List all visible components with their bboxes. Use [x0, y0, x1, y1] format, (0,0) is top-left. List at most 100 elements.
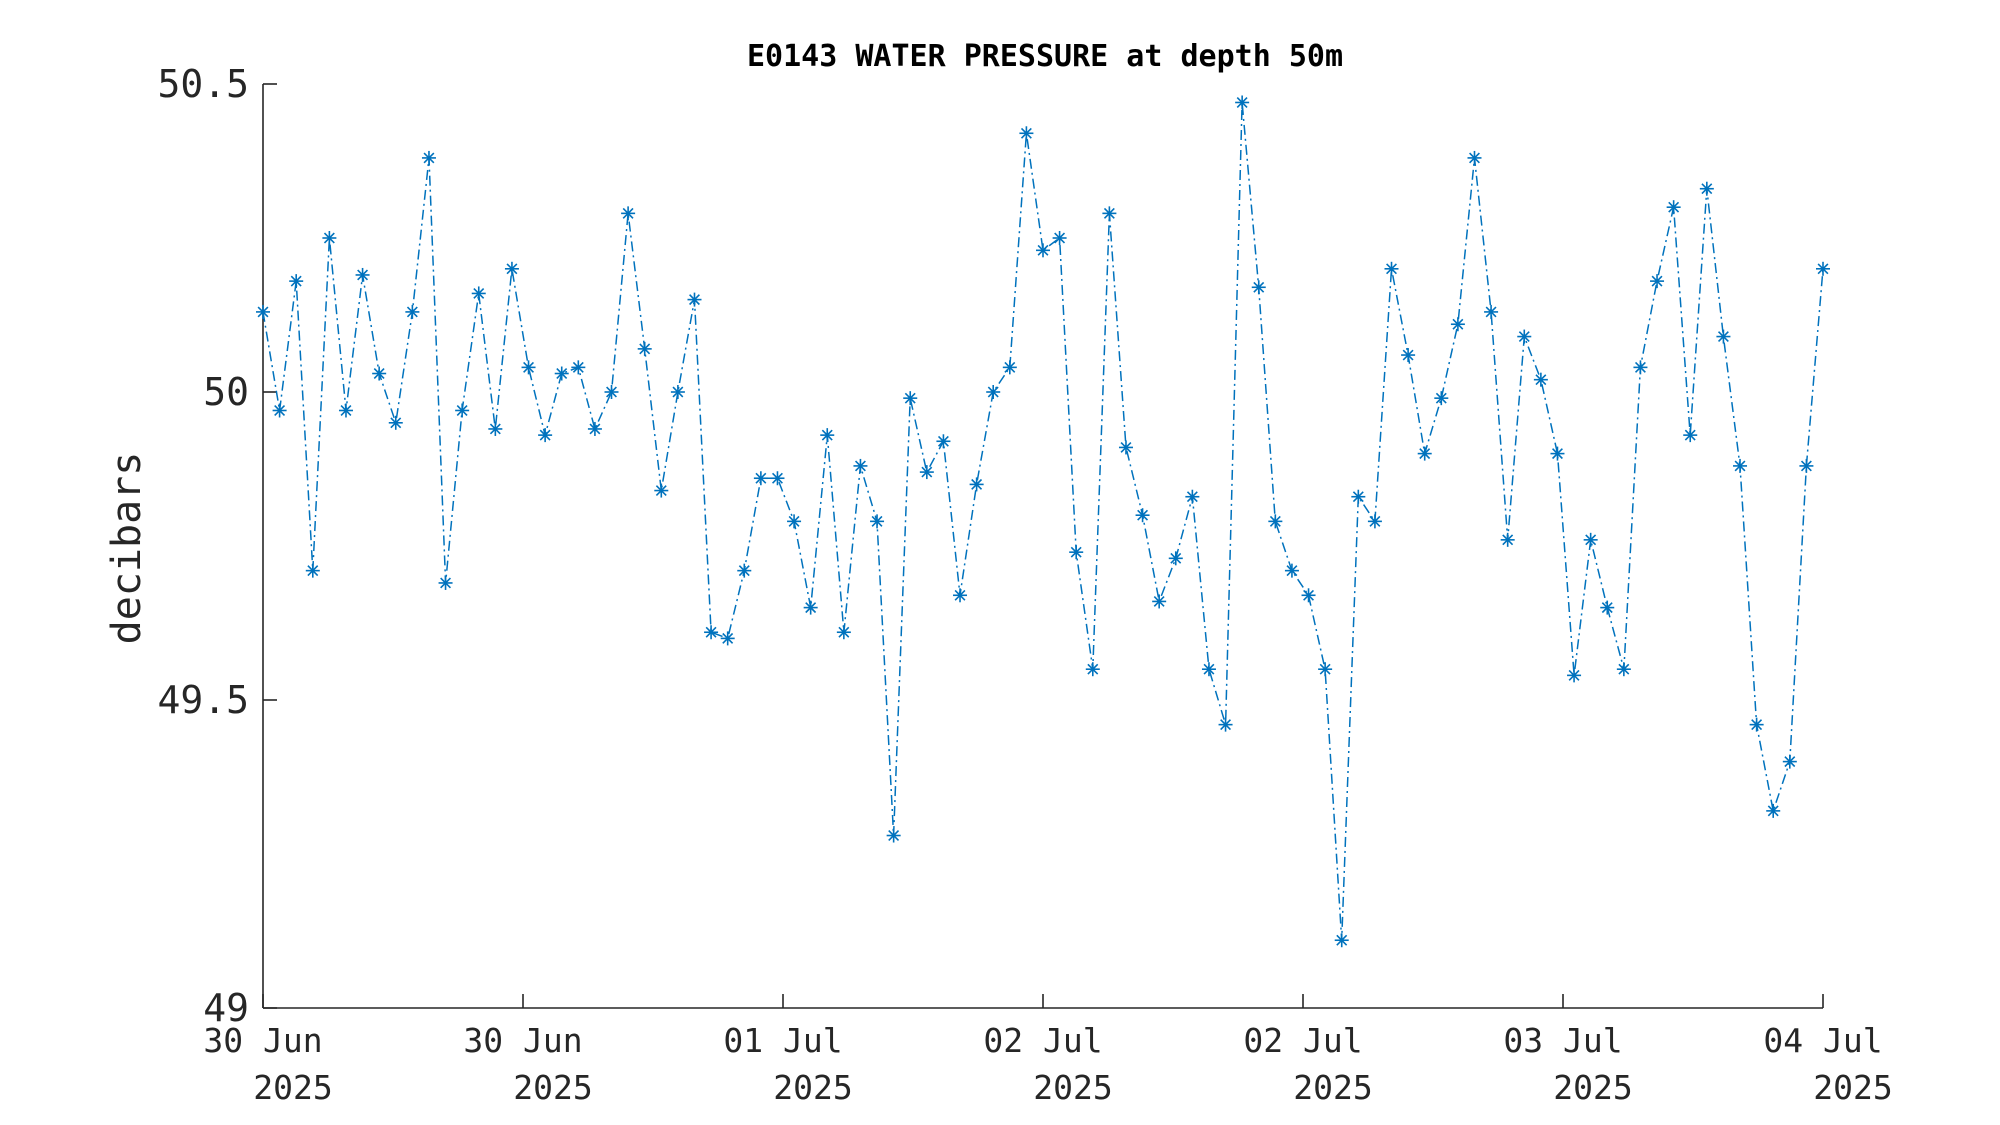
data-point [1583, 532, 1598, 547]
data-point [1799, 458, 1814, 473]
data-point [372, 366, 387, 381]
data-point [1782, 754, 1797, 769]
data-point [1467, 150, 1482, 165]
data-point [986, 385, 1001, 399]
data-point [388, 415, 403, 430]
data-point [1152, 594, 1167, 609]
data-point [1417, 446, 1432, 461]
data-point [1484, 304, 1499, 319]
data-point [289, 274, 304, 289]
data-point [1567, 668, 1582, 683]
data-point [1434, 391, 1449, 406]
data-point [455, 403, 470, 418]
data-point [1251, 280, 1266, 295]
data-point [521, 360, 536, 375]
data-point [538, 428, 553, 443]
data-point [1052, 231, 1067, 245]
data-point [338, 403, 353, 418]
x-tick-label-date: 30 Jun [203, 1021, 322, 1060]
data-point [886, 828, 901, 843]
x-tick-label-year: 2025 [253, 1068, 332, 1107]
data-point [322, 231, 337, 245]
y-axis-label: decibars [104, 452, 150, 645]
data-point [919, 465, 934, 480]
y-ticks: 49 49.5 50 50.5 [157, 62, 277, 1030]
data-point [853, 458, 868, 473]
data-point [1019, 126, 1034, 141]
data-point [1384, 261, 1399, 276]
data-point [1351, 489, 1366, 504]
data-point [936, 434, 951, 449]
data-point [1517, 329, 1532, 344]
data-point [803, 600, 818, 615]
data-point [587, 421, 602, 436]
data-point [704, 625, 719, 640]
data-point [621, 206, 636, 221]
x-tick-label-date: 01 Jul [723, 1021, 842, 1060]
x-tick-label-year: 2025 [1813, 1068, 1892, 1107]
data-point [1002, 360, 1017, 375]
data-point [969, 477, 984, 492]
data-point [1500, 532, 1515, 547]
x-tick-label-date: 30 Jun [463, 1021, 582, 1060]
data-point [1135, 508, 1150, 523]
data-point [720, 631, 735, 646]
axes [262, 84, 1823, 1009]
x-tick-label-date: 04 Jul [1763, 1021, 1882, 1060]
data-point [687, 292, 702, 307]
data-point [1600, 600, 1615, 615]
data-point [1749, 717, 1764, 732]
x-ticks: 30 Jun 2025 30 Jun 2025 01 Jul 2025 02 Jul 2025… [203, 994, 1893, 1107]
data-point [670, 385, 685, 399]
x-tick-label-date: 03 Jul [1503, 1021, 1622, 1060]
data-point [836, 625, 851, 640]
data-point [571, 360, 586, 375]
data-point [1666, 200, 1681, 215]
data-point [305, 563, 320, 578]
data-point [820, 428, 835, 443]
data-point [770, 471, 785, 486]
data-point [421, 150, 436, 165]
data-point [1284, 563, 1299, 578]
data-point [753, 471, 768, 486]
data-point [654, 483, 669, 498]
data-point [1550, 446, 1565, 461]
data-point [870, 514, 885, 529]
data-point [355, 267, 370, 282]
data-point [1816, 261, 1830, 276]
data-point [1633, 360, 1648, 375]
data-point [1069, 545, 1084, 560]
x-tick-label-date: 02 Jul [1243, 1021, 1362, 1060]
x-tick-label-year: 2025 [1033, 1068, 1112, 1107]
data-point [1699, 181, 1714, 196]
data-point [1268, 514, 1283, 529]
data-point [471, 286, 486, 301]
data-point [1334, 933, 1349, 948]
y-tick-label: 49 [203, 986, 249, 1030]
data-point [1201, 662, 1216, 677]
chart-title: E0143 WATER PRESSURE at depth 50m [747, 39, 1343, 74]
data-point [504, 261, 519, 276]
data-point [787, 514, 802, 529]
data-point [1318, 662, 1333, 677]
x-tick-label-year: 2025 [513, 1068, 592, 1107]
data-point [604, 385, 619, 399]
data-point [1450, 317, 1465, 332]
y-tick-label: 50 [203, 370, 249, 414]
data-point [272, 403, 287, 418]
data-point [1102, 206, 1117, 221]
x-tick-label-year: 2025 [773, 1068, 852, 1107]
y-tick-label: 50.5 [157, 62, 249, 106]
data-point [1085, 662, 1100, 677]
series-line [262, 102, 1824, 941]
data-point [1301, 588, 1316, 603]
data-point [1235, 95, 1250, 110]
data-point [256, 304, 270, 319]
y-tick-label: 49.5 [157, 678, 249, 722]
data-point [1401, 348, 1416, 363]
data-point [1533, 372, 1548, 387]
data-point [1650, 274, 1665, 289]
data-point [1218, 717, 1233, 732]
data-point [1766, 803, 1781, 818]
